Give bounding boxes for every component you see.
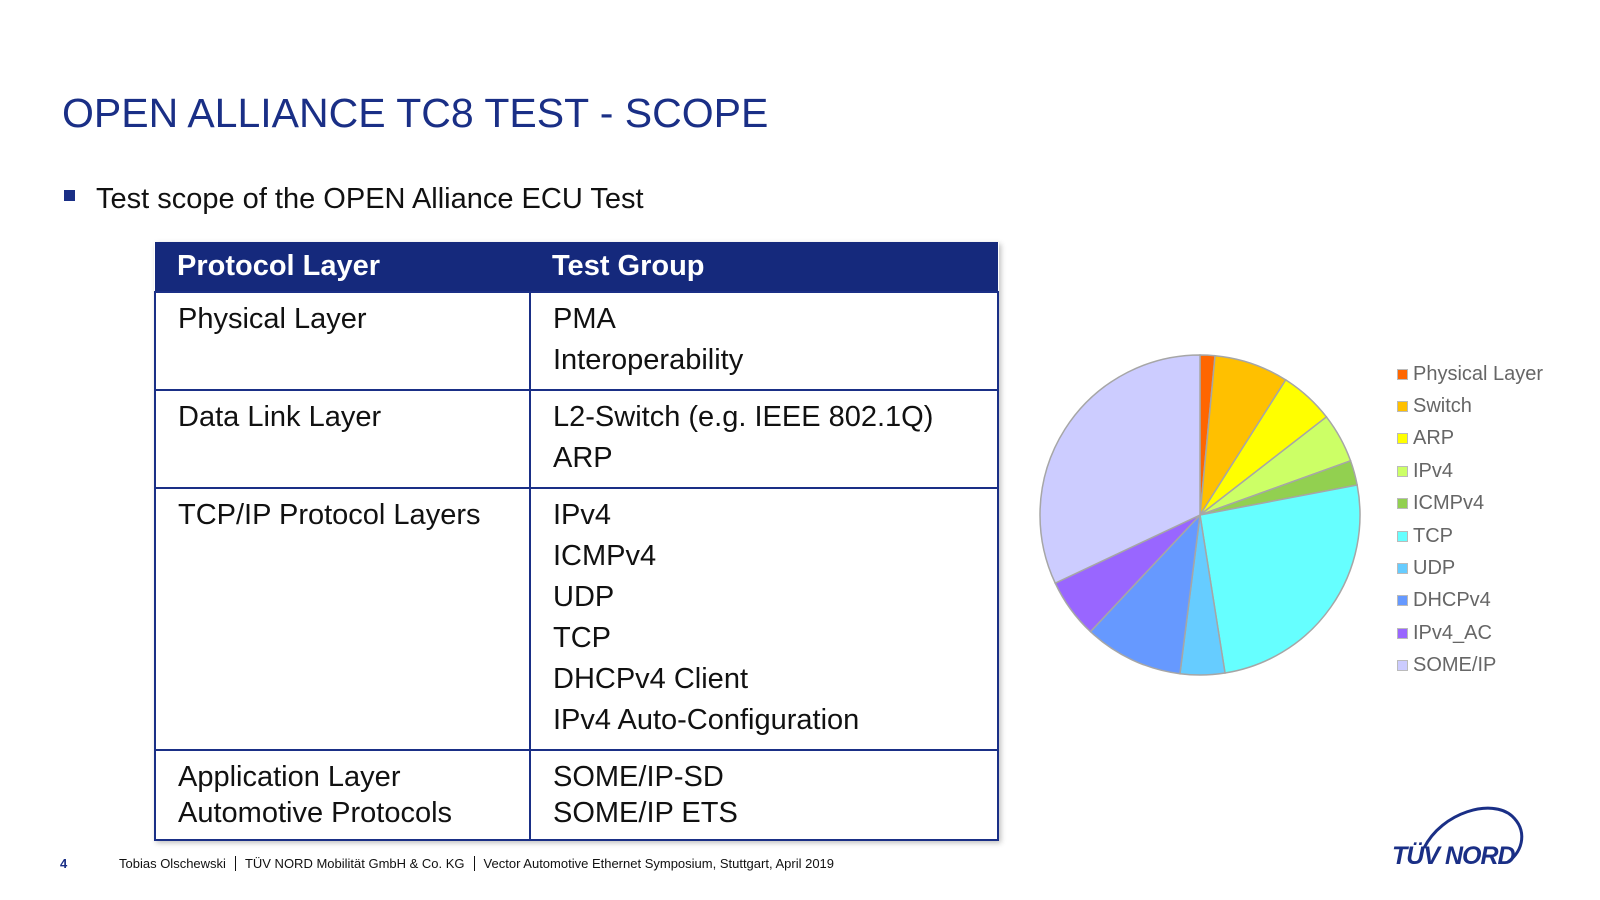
layer-label: Data Link Layer — [178, 401, 382, 433]
legend-label: UDP — [1413, 557, 1456, 580]
legend-swatch-icon — [1397, 368, 1408, 380]
bullet-item: Test scope of the OPEN Alliance ECU Test — [64, 183, 644, 216]
group-item: IPv4 Auto-Configuration — [553, 704, 860, 736]
table-row: TCP/IP Protocol Layers IPv4 ICMPv4 UDP T… — [154, 487, 999, 751]
legend-item: SOME/IP — [1397, 650, 1543, 682]
header-test-group: Test Group — [530, 242, 998, 292]
group-cell: PMA Interoperability — [529, 291, 999, 391]
legend-item: IPv4 — [1397, 455, 1543, 487]
group-cell: SOME/IP-SD SOME/IP ETS — [529, 749, 999, 841]
table-row: Application Layer Automotive Protocols S… — [154, 749, 999, 841]
group-item: ICMPv4 — [553, 540, 657, 572]
footer-divider — [473, 856, 475, 871]
layer-label: Automotive Protocols — [178, 797, 453, 829]
layer-label: TCP/IP Protocol Layers — [178, 499, 481, 531]
group-item: DHCPv4 Client — [553, 663, 748, 695]
legend-label: TCP — [1413, 524, 1453, 547]
chart-legend: Physical Layer Switch ARP IPv4 ICMPv4 TCP UDP D… — [1397, 358, 1543, 682]
group-cell: IPv4 ICMPv4 UDP TCP DHCPv4 Client IPv4 A… — [529, 487, 999, 751]
group-item: L2-Switch (e.g. IEEE 802.1Q) — [553, 401, 934, 433]
legend-label: Physical Layer — [1413, 362, 1544, 385]
legend-swatch-icon — [1397, 465, 1408, 477]
legend-swatch-icon — [1397, 498, 1408, 510]
group-item: IPv4 — [553, 499, 612, 531]
pie-chart — [1030, 345, 1370, 685]
bullet-icon — [64, 190, 75, 201]
legend-label: IPv4 — [1413, 459, 1454, 482]
legend-item: DHCPv4 — [1397, 585, 1543, 617]
footer: 4 Tobias Olschewski TÜV NORD Mobilität G… — [60, 856, 834, 871]
pie-slice-some-ip — [1039, 354, 1201, 585]
legend-label: SOME/IP — [1413, 654, 1497, 677]
group-item: Interoperability — [553, 344, 744, 376]
tuv-nord-logo: TÜV NORD — [1392, 800, 1542, 880]
layer-label: Application Layer — [178, 761, 401, 793]
table-header-row: Protocol Layer Test Group — [155, 242, 998, 292]
pie-slice-tcp — [1199, 484, 1361, 674]
layer-cell: Physical Layer — [154, 291, 531, 391]
legend-label: IPv4_AC — [1413, 621, 1492, 644]
slide-title: OPEN ALLIANCE TC8 TEST - SCOPE — [62, 90, 769, 136]
group-cell: L2-Switch (e.g. IEEE 802.1Q) ARP — [529, 389, 999, 489]
logo-arc-icon — [1422, 806, 1524, 864]
legend-item: ARP — [1397, 423, 1543, 455]
pie-chart-svg — [1039, 354, 1361, 676]
footer-company: TÜV NORD Mobilität GmbH & Co. KG — [244, 856, 465, 871]
legend-label: Switch — [1413, 395, 1472, 418]
group-item: SOME/IP ETS — [553, 797, 738, 829]
scope-table: Protocol Layer Test Group Physical Layer… — [154, 242, 999, 841]
group-item: SOME/IP-SD — [553, 761, 724, 793]
legend-item: TCP — [1397, 520, 1543, 552]
table-row: Data Link Layer L2-Switch (e.g. IEEE 802… — [154, 389, 999, 489]
footer-author: Tobias Olschewski — [119, 856, 226, 871]
legend-item: Physical Layer — [1397, 358, 1543, 390]
legend-swatch-icon — [1397, 563, 1408, 575]
footer-event: Vector Automotive Ethernet Symposium, St… — [483, 856, 835, 871]
legend-swatch-icon — [1397, 433, 1408, 445]
group-item: TCP — [553, 622, 611, 654]
legend-item: ICMPv4 — [1397, 488, 1543, 520]
layer-cell: Application Layer Automotive Protocols — [154, 749, 531, 841]
legend-swatch-icon — [1397, 401, 1408, 413]
legend-swatch-icon — [1397, 595, 1408, 607]
legend-label: ICMPv4 — [1413, 492, 1485, 515]
footer-divider — [234, 856, 236, 871]
pie-slice-dhcpv4 — [1089, 512, 1202, 675]
legend-swatch-icon — [1397, 660, 1408, 672]
layer-cell: TCP/IP Protocol Layers — [154, 487, 531, 751]
group-item: ARP — [553, 442, 613, 474]
legend-item: UDP — [1397, 552, 1543, 584]
table-row: Physical Layer PMA Interoperability — [154, 291, 999, 391]
group-item: PMA — [553, 303, 616, 335]
legend-label: DHCPv4 — [1413, 589, 1491, 612]
bullet-text: Test scope of the OPEN Alliance ECU Test — [96, 183, 644, 215]
legend-item: Switch — [1397, 390, 1543, 422]
layer-cell: Data Link Layer — [154, 389, 531, 489]
legend-label: ARP — [1413, 427, 1455, 450]
logo-text: TÜV NORD — [1392, 842, 1516, 870]
layer-label: Physical Layer — [178, 303, 367, 335]
header-protocol-layer: Protocol Layer — [155, 242, 530, 292]
group-item: UDP — [553, 581, 615, 613]
legend-swatch-icon — [1397, 627, 1408, 639]
legend-item: IPv4_AC — [1397, 617, 1543, 649]
legend-swatch-icon — [1397, 530, 1408, 542]
page-number: 4 — [60, 856, 68, 871]
